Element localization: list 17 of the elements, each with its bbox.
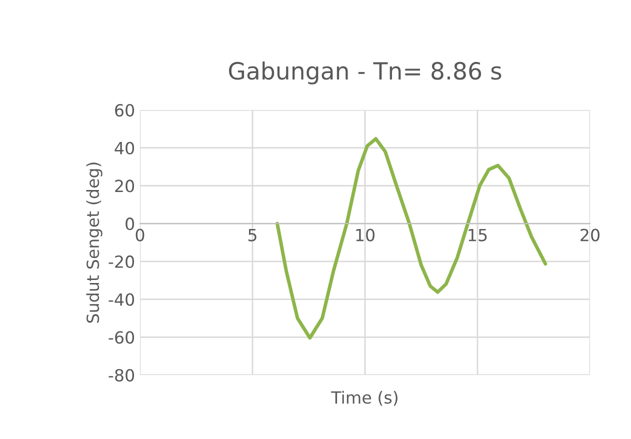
y-tick-label: -20 — [108, 255, 134, 268]
y-tick-label: 0 — [126, 218, 134, 230]
x-tick-label: 5 — [248, 228, 256, 242]
x-tick-label: 0 — [136, 228, 144, 242]
y-tick-label: 20 — [115, 180, 134, 192]
y-tick-label: -40 — [108, 293, 134, 306]
x-tick-label: 10 — [356, 228, 374, 242]
y-axis-title: Sudut Senget (deg) — [86, 162, 102, 323]
y-tick-label: 40 — [114, 142, 134, 154]
x-tick-label: 15 — [468, 228, 487, 242]
chart-title: Gabungan - Tn= 8.86 s — [228, 62, 502, 84]
x-tick-label: 20 — [580, 228, 600, 242]
y-tick-label: 60 — [115, 104, 134, 117]
x-axis-title: Time (s) — [331, 390, 398, 406]
line-series — [276, 137, 548, 340]
y-tick-label: -60 — [108, 331, 134, 344]
y-tick-label: -80 — [108, 368, 134, 382]
